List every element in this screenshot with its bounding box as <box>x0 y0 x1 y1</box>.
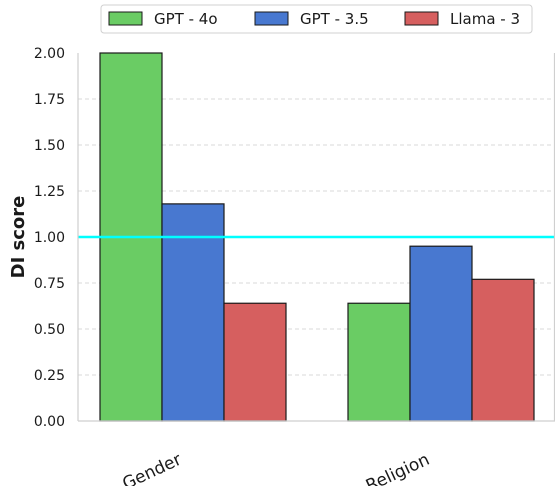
y-tick-labels: 0.00 0.25 0.50 0.75 1.00 1.25 1.50 1.75 2.00 <box>34 46 65 430</box>
bar <box>409 245 473 422</box>
bar <box>471 278 535 422</box>
y-tick-label: 0.75 <box>34 276 65 292</box>
y-tick-label: 1.50 <box>34 138 65 154</box>
y-tick-label: 1.75 <box>34 92 65 108</box>
legend-swatch <box>404 11 439 26</box>
y-tick-label: 1.00 <box>34 230 65 246</box>
y-tick-label: 0.00 <box>34 414 65 430</box>
y-axis-title: DI score <box>8 196 29 279</box>
legend-swatch <box>254 11 289 26</box>
legend-label: GPT - 4o <box>154 10 218 28</box>
y-tick-label: 1.25 <box>34 184 65 200</box>
y-tick-label: 0.25 <box>34 368 65 384</box>
legend: GPT - 4o GPT - 3.5 Llama - 3 <box>100 4 533 34</box>
bar <box>161 203 225 422</box>
legend-label: Llama - 3 <box>450 10 520 28</box>
y-tick-label: 0.50 <box>34 322 65 338</box>
bar <box>223 302 287 422</box>
y-tick-label: 2.00 <box>34 46 65 62</box>
bar <box>347 302 411 422</box>
legend-label: GPT - 3.5 <box>300 10 369 28</box>
legend-swatch <box>108 11 143 26</box>
